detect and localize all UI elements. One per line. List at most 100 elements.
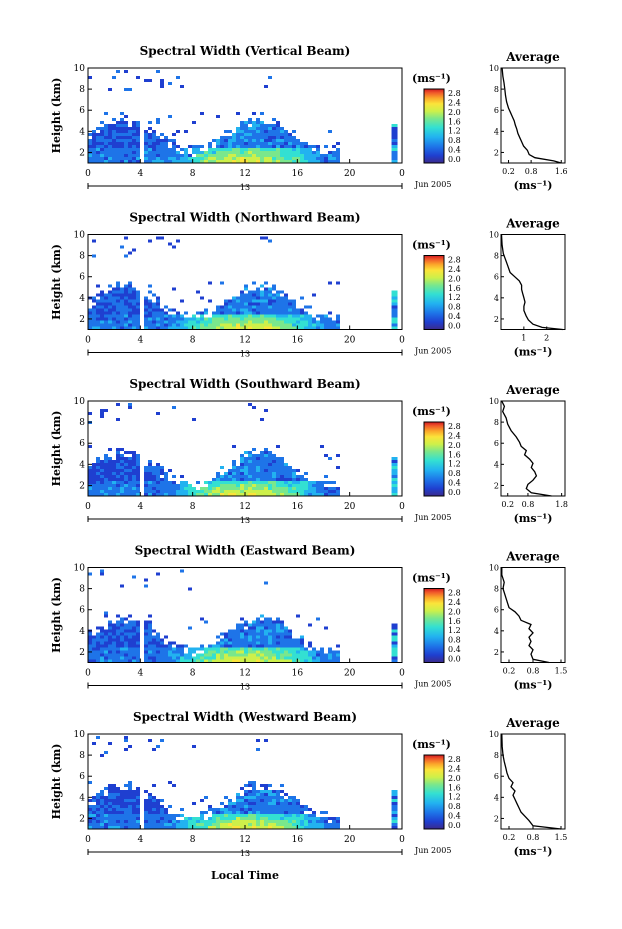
heatmap-cell <box>212 644 216 648</box>
heatmap-cell <box>200 157 204 160</box>
heatmap-cell <box>92 487 96 490</box>
heatmap-cell <box>168 314 172 318</box>
heatmap-cell <box>304 653 308 657</box>
heatmap-cell <box>184 481 188 484</box>
heatmap-cell <box>284 805 288 808</box>
heatmap-cell <box>104 635 108 639</box>
heatmap-cell <box>244 320 248 324</box>
colorbar-unit-label: (ms⁻¹) <box>412 738 451 751</box>
heatmap-cell <box>116 481 120 484</box>
heatmap-cell <box>148 629 152 633</box>
heatmap-cell <box>208 299 212 303</box>
heatmap-cell <box>292 490 296 493</box>
heatmap-cell <box>116 635 120 639</box>
avg-y-tick-label: 4 <box>494 793 499 802</box>
heatmap-cell <box>128 151 132 154</box>
heatmap-cell <box>336 820 340 823</box>
average-frame <box>500 400 566 497</box>
heatmap-cell <box>132 157 136 160</box>
heatmap-cell <box>252 641 256 645</box>
heatmap-cell <box>168 647 172 651</box>
heatmap-cell <box>324 320 328 324</box>
heatmap-cell <box>316 823 320 826</box>
avg-y-tick-label: 2 <box>494 315 499 324</box>
heatmap-cell <box>148 659 152 663</box>
heatmap-cell <box>244 148 248 151</box>
heatmap-cell <box>168 487 172 490</box>
heatmap-cell <box>152 314 156 318</box>
heatmap-cell <box>320 481 324 484</box>
heatmap-cell <box>212 653 216 657</box>
heatmap-cell <box>128 314 132 318</box>
heatmap-cell <box>232 820 236 823</box>
heatmap-cell <box>132 793 136 796</box>
heatmap-cell <box>164 151 168 154</box>
heatmap-cell <box>144 490 148 493</box>
heatmap-cell <box>228 826 232 829</box>
heatmap-cell <box>320 656 324 660</box>
heatmap-cell <box>296 142 300 145</box>
heatmap-cell <box>124 293 128 297</box>
heatmap-cell <box>136 469 140 472</box>
heatmap-cell <box>128 802 132 805</box>
heatmap-cell <box>88 160 92 163</box>
avg-x-tick-label: 0.2 <box>503 833 516 842</box>
heatmap-cell <box>276 463 280 466</box>
heatmap-cell <box>148 151 152 154</box>
heatmap-cell <box>160 472 164 475</box>
heatmap-cell <box>296 160 300 163</box>
heatmap-cell <box>116 299 120 303</box>
heatmap-cell <box>252 299 256 303</box>
x-tick-label: 0 <box>399 669 405 679</box>
heatmap-cell <box>276 469 280 472</box>
heatmap-cell <box>188 484 192 487</box>
heatmap-cell <box>204 311 208 315</box>
heatmap-cell <box>112 148 116 151</box>
heatmap-cell <box>288 311 292 315</box>
heatmap-cell <box>264 647 268 651</box>
heatmap-cell <box>276 121 280 124</box>
avg-y-tick-label: 4 <box>494 460 499 469</box>
heatmap-cell <box>208 644 212 648</box>
heatmap-cell <box>172 320 176 324</box>
heatmap-cell <box>132 826 136 829</box>
heatmap-cell <box>176 151 180 154</box>
heatmap-cell <box>224 490 228 493</box>
avg-x-tick-label: 0.2 <box>502 167 515 176</box>
heatmap-cell <box>168 242 172 246</box>
heatmap-cell <box>136 133 140 136</box>
heatmap-cell <box>92 305 96 309</box>
heatmap-cell <box>112 820 116 823</box>
heatmap-cell <box>112 796 116 799</box>
heatmap-cell <box>264 130 268 133</box>
heatmap-cell <box>92 136 96 139</box>
heatmap-cell <box>288 154 292 157</box>
heatmap-cell <box>128 311 132 315</box>
heatmap-cell <box>116 127 120 130</box>
heatmap-cell <box>308 659 312 663</box>
heatmap-cell <box>276 626 280 630</box>
heatmap-cell <box>112 823 116 826</box>
y-tick-label: 8 <box>79 252 85 262</box>
heatmap-cell <box>176 650 180 654</box>
heatmap-cell <box>292 472 296 475</box>
heatmap-cell <box>224 317 228 321</box>
heatmap-cell <box>132 475 136 478</box>
heatmap-cell <box>280 290 284 294</box>
heatmap-cell <box>108 457 112 460</box>
heatmap-cell <box>160 142 164 145</box>
heatmap-cell <box>96 299 100 303</box>
colorbar-tick-label: 0.0 <box>448 821 461 830</box>
heatmap-cell <box>128 653 132 657</box>
heatmap-cell <box>268 124 272 127</box>
heatmap-cell <box>264 805 268 808</box>
heatmap-cell <box>96 650 100 654</box>
heatmap-cell <box>204 823 208 826</box>
heatmap-cell <box>260 154 264 157</box>
heatmap-cell <box>391 323 398 327</box>
heatmap-cell <box>292 811 296 814</box>
heatmap-cell <box>100 820 104 823</box>
heatmap-cell <box>248 826 252 829</box>
heatmap-cell <box>292 151 296 154</box>
heatmap-cell <box>204 826 208 829</box>
